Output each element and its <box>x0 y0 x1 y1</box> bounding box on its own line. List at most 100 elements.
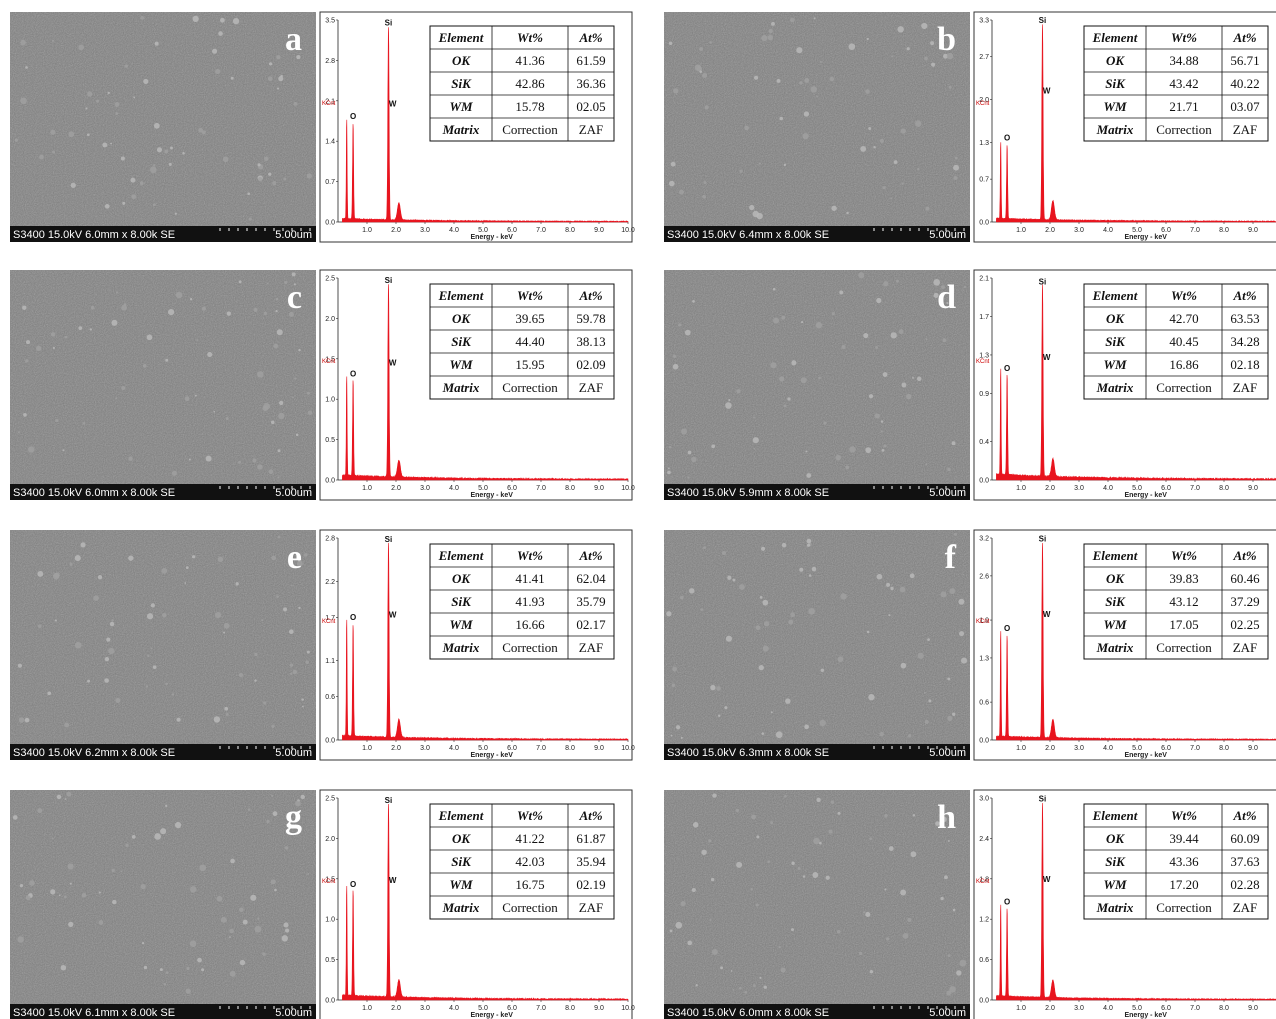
table-cell: 63.53 <box>1230 311 1259 326</box>
sem-particle <box>296 560 303 567</box>
y-axis-label: KCnt <box>976 619 990 625</box>
table-cell: ZAF <box>1233 122 1258 137</box>
sem-particle <box>207 352 213 358</box>
table-cell: OK <box>452 571 471 586</box>
sem-particle <box>239 959 246 966</box>
sem-particle <box>800 377 807 384</box>
sem-particle <box>114 102 120 107</box>
y-tick-label: 1.8 <box>979 876 989 883</box>
sem-particle <box>874 413 880 419</box>
peak-label-w: W <box>1043 86 1051 95</box>
sem-particle <box>291 396 294 399</box>
sem-particle <box>87 91 93 97</box>
table-cell: Matrix <box>1096 900 1134 915</box>
table-cell: 35.79 <box>576 594 605 609</box>
x-axis-title: Energy - keV <box>1124 752 1167 759</box>
sem-particle <box>700 608 704 611</box>
table-cell: 62.04 <box>576 571 606 586</box>
sem-particle <box>808 607 815 615</box>
table-frame <box>429 283 615 400</box>
table-cell: OK <box>452 311 471 326</box>
sem-particle <box>248 217 252 221</box>
x-tick-label: 10.0 <box>621 485 635 492</box>
sem-particle <box>917 652 924 659</box>
sem-particle <box>85 107 88 110</box>
sem-particle <box>895 279 899 283</box>
sem-particle <box>194 394 197 397</box>
table-cell: 02.28 <box>1230 877 1259 892</box>
sem-particle <box>156 147 163 153</box>
sem-particle <box>122 201 126 205</box>
sem-particle <box>881 448 885 452</box>
sem-info-bar <box>664 226 970 242</box>
sem-particle <box>295 800 301 807</box>
table-cell: 41.22 <box>515 831 544 846</box>
sem-particle <box>143 78 149 84</box>
sem-particle <box>294 377 297 380</box>
sem-particle <box>709 918 712 922</box>
sem-particle <box>738 986 742 990</box>
sem-particle <box>282 607 288 612</box>
x-tick-label: 5.0 <box>1132 485 1142 492</box>
sem-particle <box>758 162 761 165</box>
composition-table: Element Wt% At% OK 41.41 62.04 SiK 41.93 35.79 WM… <box>429 543 615 660</box>
sem-particle <box>220 17 225 23</box>
sem-particle <box>306 173 312 179</box>
sem-particle <box>278 412 285 420</box>
sem-particle <box>797 867 801 870</box>
sem-particle <box>250 894 257 901</box>
sem-particle <box>699 47 704 51</box>
x-tick-label: 5.0 <box>478 485 488 492</box>
sem-particle <box>680 901 686 907</box>
sem-grain <box>664 12 970 226</box>
sem-particle <box>150 647 153 650</box>
sem-particle <box>771 21 775 26</box>
sem-particle <box>283 922 289 928</box>
sem-particle <box>898 329 904 334</box>
table-cell: 15.95 <box>515 357 544 372</box>
table-header: At% <box>578 808 602 823</box>
table-header: Wt% <box>517 808 543 823</box>
sem-particle <box>900 889 907 896</box>
sem-particle <box>876 573 883 580</box>
panel-letter: g <box>285 799 302 836</box>
sem-particle <box>669 929 673 933</box>
sem-particle <box>39 154 44 160</box>
sem-particle <box>761 732 765 735</box>
sem-particle <box>883 281 889 287</box>
sem-particle <box>958 598 965 605</box>
sem-particle <box>815 322 823 329</box>
sem-particle <box>751 814 757 820</box>
sem-particle <box>165 682 168 686</box>
table-cell: 17.05 <box>1169 617 1198 632</box>
sem-particle <box>182 151 185 155</box>
sem-particle <box>942 338 947 343</box>
sem-particle <box>213 410 216 413</box>
table-cell: OK <box>1106 311 1125 326</box>
sem-particle <box>47 691 52 696</box>
peak-label-o: O <box>350 370 356 379</box>
composition-table: Element Wt% At% OK 39.83 60.46 SiK 43.12 37.29 WM… <box>1083 543 1269 660</box>
table-cell: 41.93 <box>515 594 544 609</box>
sem-particle <box>694 64 702 71</box>
sem-particle <box>12 815 18 820</box>
table-cell: 41.36 <box>515 53 545 68</box>
sem-particle <box>835 454 842 461</box>
x-tick-label: 4.0 <box>449 745 459 752</box>
sem-particle <box>720 966 723 970</box>
scale-bar-label: 5.00um <box>275 487 312 499</box>
sem-particle <box>773 317 780 324</box>
sem-particle <box>846 211 849 215</box>
sem-particle <box>799 81 803 85</box>
x-tick-label: 4.0 <box>1103 1005 1113 1012</box>
x-tick-label: 8.0 <box>565 745 575 752</box>
sem-particle <box>849 446 856 453</box>
sem-particle <box>812 872 819 878</box>
sem-particle <box>176 717 181 722</box>
sem-particle <box>17 431 20 434</box>
y-tick-label: 0.0 <box>979 220 989 227</box>
sem-particle <box>120 870 123 873</box>
sem-particle <box>230 858 235 864</box>
sem-particle <box>672 666 678 672</box>
x-tick-label: 7.0 <box>1190 745 1200 752</box>
